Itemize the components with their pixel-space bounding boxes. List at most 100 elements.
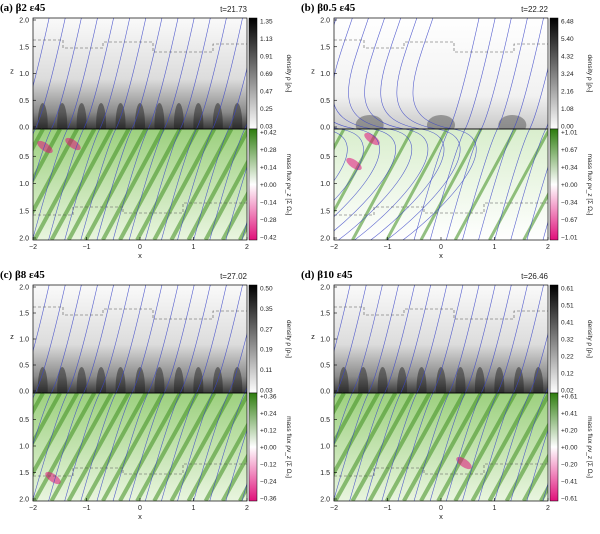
flux-streak — [203, 422, 247, 501]
colorbar-tick-label: 5.40 — [561, 36, 574, 43]
x-tick-label: 1 — [192, 505, 196, 512]
flux-streak — [221, 453, 247, 501]
flux-streak — [436, 392, 500, 501]
flux-streak — [504, 422, 548, 501]
flux-streak — [334, 392, 380, 477]
colorbar-tick-label: 0.61 — [561, 286, 574, 293]
colorbar-tick-label: +0.20 — [561, 428, 578, 435]
z-tick-label: 1.5 — [19, 470, 29, 477]
boundary-line — [33, 39, 247, 53]
flux-streak — [334, 128, 380, 215]
colorbar-tick-label: 0.03 — [260, 124, 273, 131]
colorbar-tick-label: −1.01 — [561, 235, 578, 242]
colorbar-tick-label: +0.14 — [260, 165, 277, 172]
z-tick-label: 1.0 — [320, 444, 330, 451]
flux-streak — [334, 392, 363, 446]
z-tick-label: 1.0 — [320, 337, 330, 344]
x-tick-label: −1 — [384, 505, 392, 512]
mass-flux-colorbar-label: mass flux ρv_z [Σ Ω₀] — [586, 154, 593, 216]
density-map — [334, 18, 548, 129]
colorbar-tick-label: 0.47 — [260, 89, 273, 96]
z-tick-label: 1.5 — [320, 470, 330, 477]
density-colorbar — [549, 284, 559, 394]
density-colorbar-label: density ρ [ρ₀] — [285, 55, 292, 93]
z-tick-label: 2.0 — [19, 236, 29, 243]
z-tick-label: 1.0 — [19, 444, 29, 451]
mass-flux-colorbar-label: mass flux ρv_z [Σ Ω₀] — [586, 416, 593, 478]
outflow-patch — [346, 157, 362, 171]
flux-streak — [152, 128, 217, 240]
colorbar-tick-label: 0.02 — [561, 388, 574, 395]
colorbar-tick-label: 0.19 — [260, 347, 273, 354]
z-tick-label: 0.0 — [19, 125, 29, 132]
time-label: t=21.73 — [220, 5, 247, 14]
x-tick-label: 1 — [493, 505, 497, 512]
z-tick-label: 1.5 — [19, 208, 29, 215]
field-line — [526, 429, 548, 501]
flux-streak — [118, 128, 182, 240]
flux-streak — [33, 392, 79, 477]
colorbar-tick-label: 0.69 — [260, 71, 273, 78]
outflow-patch — [364, 132, 380, 146]
colorbar-tick-label: +0.00 — [260, 445, 277, 452]
colorbar-tick-label: 0.27 — [260, 326, 273, 333]
x-tick-label: 2 — [245, 244, 249, 251]
panel-title: (c) β8 ε45 — [0, 269, 45, 281]
flux-streak — [402, 392, 466, 501]
colorbar-tick-label: −0.41 — [561, 479, 578, 486]
x-tick-label: −2 — [29, 505, 37, 512]
field-line — [526, 166, 548, 240]
z-axis-label: z — [311, 332, 315, 341]
flux-streak — [350, 392, 415, 501]
time-label: t=26.46 — [521, 272, 548, 281]
x-axis-label: x — [439, 512, 443, 521]
boundary-line — [334, 463, 548, 477]
outflow-patch — [456, 456, 472, 470]
flux-streak — [385, 392, 449, 501]
x-tick-label: 1 — [192, 244, 196, 251]
colorbar-tick-label: 1.13 — [260, 36, 273, 43]
z-tick-label: 1.5 — [320, 44, 330, 51]
mass-flux-colorbar — [248, 392, 258, 502]
flux-streak — [135, 392, 199, 501]
z-tick-label: 0.5 — [19, 154, 29, 161]
z-tick-label: 2.0 — [320, 236, 330, 243]
boundary-line — [334, 306, 548, 320]
flux-streak — [83, 128, 148, 240]
flux-streak — [522, 191, 548, 240]
density-colorbar-label: density ρ [ρ₀] — [586, 320, 593, 358]
flux-streak — [419, 128, 483, 240]
x-tick-label: −2 — [330, 244, 338, 251]
x-tick-label: −2 — [330, 505, 338, 512]
x-axis-label: x — [138, 512, 142, 521]
flux-streak — [33, 392, 62, 446]
z-tick-label: 2.0 — [320, 497, 330, 504]
colorbar-tick-label: −0.12 — [260, 462, 277, 469]
z-tick-label: 1.5 — [320, 311, 330, 318]
z-tick-label: 0.5 — [19, 98, 29, 105]
z-tick-label: 0.5 — [320, 98, 330, 105]
flux-streak — [453, 392, 517, 501]
z-tick-label: 1.0 — [19, 337, 29, 344]
z-tick-label: 2.0 — [320, 18, 330, 25]
field-line — [33, 285, 50, 353]
panel-title: (d) β10 ε45 — [301, 269, 353, 281]
x-tick-label: −1 — [83, 244, 91, 251]
colorbar-tick-label: −0.67 — [561, 217, 578, 224]
colorbar-tick-label: 0.35 — [260, 306, 273, 313]
x-tick-label: 2 — [546, 244, 550, 251]
field-line — [225, 166, 247, 240]
colorbar-tick-label: −0.42 — [260, 235, 277, 242]
z-axis-label: z — [311, 67, 315, 76]
flux-streak — [203, 159, 247, 240]
mass-flux-colorbar — [549, 128, 559, 241]
mass-flux-map — [334, 129, 548, 240]
flux-streak — [49, 128, 114, 240]
panel-a: (a) β2 ε45 t=21.73 2.0 1.5 1.0 0.5 0.0 0.5 1.0 1.… — [0, 2, 292, 260]
colorbar-tick-label: +0.67 — [561, 147, 578, 154]
field-line — [33, 18, 50, 88]
boundary-line — [334, 39, 548, 53]
colorbar-tick-label: 0.32 — [561, 337, 574, 344]
colorbar-tick-label: +0.34 — [561, 165, 578, 172]
